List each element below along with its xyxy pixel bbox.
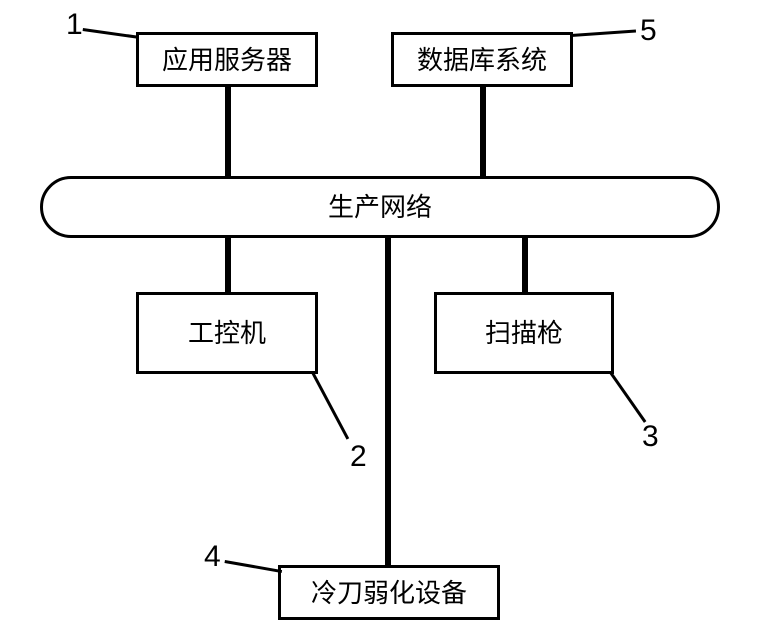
cold-knife-box: 冷刀弱化设备	[278, 565, 500, 620]
scanner-label: 扫描枪	[485, 320, 563, 346]
label-2-line	[311, 372, 349, 440]
line-db-bus	[480, 87, 486, 176]
scanner-box: 扫描枪	[434, 292, 614, 374]
line-bus-coldknife	[385, 238, 391, 565]
ipc-box: 工控机	[136, 292, 318, 374]
app-server-box: 应用服务器	[136, 32, 318, 87]
network-bus-label: 生产网络	[328, 194, 432, 220]
db-system-label: 数据库系统	[417, 47, 547, 73]
ipc-label: 工控机	[188, 320, 266, 346]
label-1-line	[83, 28, 138, 39]
line-bus-scanner	[522, 238, 528, 292]
db-system-box: 数据库系统	[391, 32, 573, 87]
label-3: 3	[642, 420, 659, 454]
cold-knife-label: 冷刀弱化设备	[311, 580, 467, 606]
label-4-line	[224, 560, 282, 573]
label-4: 4	[204, 540, 221, 574]
network-bus: 生产网络	[40, 176, 720, 238]
label-1: 1	[66, 8, 83, 42]
line-appserver-bus	[225, 87, 231, 176]
label-2: 2	[350, 440, 367, 474]
label-3-line	[610, 372, 647, 423]
label-5: 5	[640, 14, 657, 48]
app-server-label: 应用服务器	[162, 47, 292, 73]
line-bus-ipc	[225, 238, 231, 292]
label-5-line	[571, 29, 636, 37]
